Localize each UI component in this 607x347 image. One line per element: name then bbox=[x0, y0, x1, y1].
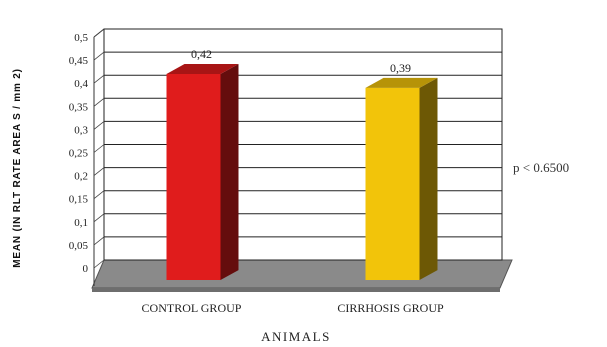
y-tick-label: 0 bbox=[83, 263, 89, 275]
gridline-side bbox=[93, 259, 105, 269]
data-label: 0,42 bbox=[191, 47, 212, 61]
bar-side bbox=[220, 64, 239, 280]
x-axis-title: ANIMALS bbox=[261, 329, 331, 344]
y-tick-label: 0,45 bbox=[69, 55, 89, 67]
y-tick-label: 0,15 bbox=[69, 194, 89, 206]
gridline-side bbox=[93, 51, 105, 61]
data-label: 0,39 bbox=[390, 61, 411, 75]
x-tick-label: CIRRHOSIS GROUP bbox=[337, 301, 444, 315]
bar-top bbox=[166, 64, 239, 74]
gridline-side bbox=[93, 28, 105, 38]
y-tick-label: 0,3 bbox=[74, 124, 88, 136]
y-tick-label: 0,4 bbox=[74, 78, 88, 90]
y-tick-label: 0,35 bbox=[69, 101, 89, 113]
chart-floor-edge bbox=[92, 288, 500, 292]
y-tick-label: 0,05 bbox=[69, 240, 89, 252]
y-tick-label: 0,1 bbox=[74, 217, 88, 229]
gridline-side bbox=[93, 74, 105, 84]
gridline-side bbox=[93, 121, 105, 130]
y-tick-label: 0,5 bbox=[74, 32, 88, 44]
gridline-side bbox=[93, 144, 105, 153]
gridline-side bbox=[93, 167, 105, 176]
bar-top bbox=[365, 77, 438, 88]
y-tick-label: 0,25 bbox=[69, 148, 89, 160]
x-tick-label: CONTROL GROUP bbox=[142, 301, 242, 315]
gridline-side bbox=[93, 97, 105, 107]
gridline-side bbox=[93, 213, 105, 223]
p-value-annotation: p < 0.6500 bbox=[513, 160, 569, 175]
y-tick-label: 0,2 bbox=[74, 171, 88, 183]
bar bbox=[166, 73, 221, 281]
y-axis-title: MEAN (IN RLT RATE AREA S / mm 2) bbox=[12, 68, 23, 268]
chart-floor bbox=[91, 259, 513, 289]
gridline-side bbox=[93, 236, 105, 246]
bar bbox=[365, 87, 420, 280]
gridline-side bbox=[93, 190, 105, 200]
bar-side bbox=[419, 77, 438, 280]
